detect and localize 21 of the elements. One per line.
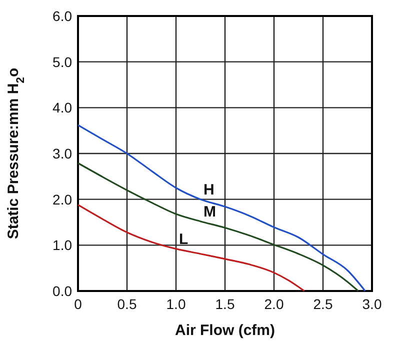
series-label: H: [204, 181, 214, 198]
y-tick-label: 4.0: [52, 100, 72, 116]
y-tick-label: 1.0: [52, 237, 72, 254]
y-tick-label: 0.0: [52, 283, 72, 299]
x-tick-label: 2.0: [264, 296, 284, 312]
series-label: M: [204, 203, 216, 220]
x-axis-title: Air Flow (cfm): [175, 322, 275, 339]
x-tick-label: 2.5: [313, 296, 333, 312]
y-tick-label: 5.0: [52, 54, 72, 70]
x-tick-label: 1.5: [215, 296, 235, 312]
y-tick-label: 2.0: [52, 191, 72, 208]
line-series: [77, 204, 306, 292]
x-tick-label: 0: [74, 296, 82, 312]
x-tick-label: 0.5: [117, 296, 137, 312]
x-tick-label: 1.0: [166, 296, 186, 312]
x-tick-label: 3.0: [362, 296, 382, 312]
series-label: L: [179, 230, 188, 248]
line-series: [77, 162, 360, 292]
line-series: [77, 124, 366, 292]
y-tick-label: 6.0: [52, 8, 72, 24]
y-tick-label: 3.0: [52, 146, 72, 162]
